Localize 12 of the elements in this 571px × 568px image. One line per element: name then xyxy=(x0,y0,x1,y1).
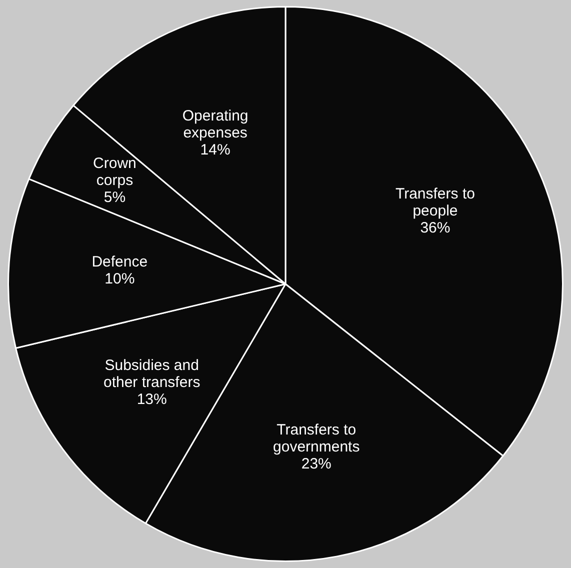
data-label: 36% xyxy=(420,220,450,237)
data-label: 14% xyxy=(200,141,230,158)
data-label: 23% xyxy=(301,456,332,473)
slice-label: Defence xyxy=(92,254,148,271)
data-label: 10% xyxy=(104,270,135,288)
slice-label: Crown corps xyxy=(93,154,136,189)
data-label: 5% xyxy=(104,188,126,206)
slice-label: Transfers to people xyxy=(395,186,475,220)
slice-label: Operating expenses xyxy=(182,107,248,142)
slice-label: Subsidies and other transfers xyxy=(103,357,200,392)
slice-label: Transfers to governments xyxy=(273,422,360,456)
data-label: 13% xyxy=(136,391,167,408)
